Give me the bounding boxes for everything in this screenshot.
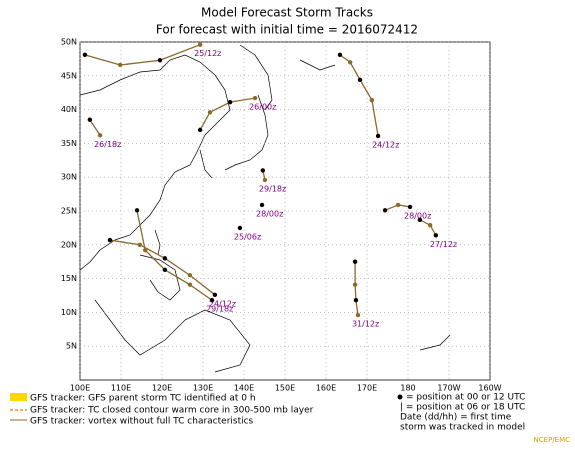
- track-point: [117, 62, 123, 68]
- track-point: [369, 97, 375, 103]
- track-label: 24/12z: [372, 140, 399, 149]
- track-point: [82, 52, 88, 58]
- track-point: [382, 208, 388, 213]
- title: Model Forecast Storm Tracks: [201, 6, 373, 20]
- track-point: [433, 233, 439, 238]
- track-point: [352, 282, 358, 287]
- x-tick-label: 170E: [357, 384, 377, 393]
- y-tick-label: 45N: [61, 71, 77, 80]
- x-tick-label: 110E: [111, 384, 131, 393]
- subtitle: For forecast with initial time = 2016072…: [156, 23, 418, 37]
- y-tick-label: 50N: [61, 38, 77, 47]
- track-point: [262, 177, 268, 183]
- track-point: [237, 225, 243, 231]
- y-tick-label: 25N: [61, 207, 77, 216]
- track-label: 25/12z: [194, 49, 221, 58]
- track-label: 29/18z: [206, 305, 233, 314]
- track-point: [162, 256, 168, 261]
- track-label: 28/00z: [256, 209, 283, 218]
- y-tick-label: 35N: [61, 139, 77, 148]
- track-point: [353, 298, 359, 303]
- x-tick-label: 100E: [70, 384, 90, 393]
- track-point: [187, 282, 193, 287]
- storm-track: [339, 54, 379, 137]
- track-point: [259, 202, 265, 208]
- x-tick-label: 170W: [437, 384, 460, 393]
- track-point: [162, 267, 168, 273]
- track-point: [212, 292, 218, 298]
- y-tick-label: 5N: [66, 342, 77, 351]
- credit: NCEP/EMC: [534, 436, 571, 444]
- storm-track: [89, 119, 101, 136]
- track-label: 26/18z: [94, 140, 121, 149]
- y-tick-label: 40N: [61, 105, 77, 114]
- track-point: [427, 222, 433, 228]
- y-tick-label: 30N: [61, 173, 77, 182]
- track-label: 28/00z: [404, 211, 431, 220]
- track-point: [97, 133, 103, 138]
- track-point: [134, 208, 140, 213]
- legend-text: Date (dd/hh) = first time: [400, 413, 512, 423]
- track-point: [347, 60, 353, 65]
- track-point: [352, 259, 358, 264]
- legend-text: GFS tracker: GFS parent storm TC identif…: [30, 394, 256, 404]
- x-tick-label: 120E: [152, 384, 172, 393]
- track-point: [337, 52, 343, 58]
- track-point: [209, 298, 215, 303]
- x-tick-label: 160W: [478, 384, 501, 393]
- track-label: 27/12z: [430, 240, 457, 249]
- track-point: [260, 168, 266, 173]
- track-point: [207, 110, 213, 115]
- track-point: [187, 273, 193, 278]
- legend-text: | = position at 06 or 18 UTC: [400, 403, 525, 413]
- storm-track: [84, 44, 201, 66]
- legend-dot: [397, 394, 403, 400]
- storm-track: [354, 261, 359, 316]
- track-point: [142, 248, 148, 253]
- y-tick-label: 20N: [61, 240, 77, 249]
- legend-text: storm was tracked in model: [400, 423, 525, 433]
- track-label: 24/12z: [209, 299, 236, 308]
- legend-swatch: [10, 393, 27, 401]
- track-label: 25/06z: [234, 232, 261, 241]
- track-point: [395, 202, 401, 208]
- storm-track: [136, 210, 213, 301]
- track-point: [157, 58, 163, 63]
- storm-track: [199, 97, 256, 131]
- track-point: [197, 127, 203, 133]
- y-tick-label: 10N: [61, 308, 77, 317]
- track-point: [137, 242, 143, 247]
- track-point: [355, 312, 361, 318]
- storm-track: [419, 219, 437, 236]
- track-point: [197, 42, 203, 47]
- track-label: 26/00z: [249, 103, 276, 112]
- x-tick-label: 130E: [193, 384, 213, 393]
- x-tick-label: 160E: [316, 384, 336, 393]
- legend-text: GFS tracker: vortex without full TC char…: [30, 417, 254, 427]
- track-point: [227, 99, 233, 105]
- track-point: [252, 95, 258, 101]
- track-point: [407, 204, 413, 210]
- track-point: [375, 133, 381, 139]
- track-label: 29/18z: [259, 184, 286, 193]
- track-point: [87, 117, 93, 122]
- coastlines: [79, 44, 451, 373]
- x-tick-label: 140E: [234, 384, 254, 393]
- y-tick-label: 15N: [61, 274, 77, 283]
- track-point: [107, 237, 113, 243]
- x-tick-label: 180: [400, 384, 415, 393]
- legend-text: = position at 00 or 12 UTC: [406, 393, 525, 403]
- x-tick-label: 150E: [275, 384, 295, 393]
- track-label: 31/12z: [352, 320, 379, 329]
- track-point: [417, 217, 423, 222]
- track-point: [357, 77, 363, 83]
- legend-text: GFS tracker: TC closed contour warm core…: [30, 406, 314, 416]
